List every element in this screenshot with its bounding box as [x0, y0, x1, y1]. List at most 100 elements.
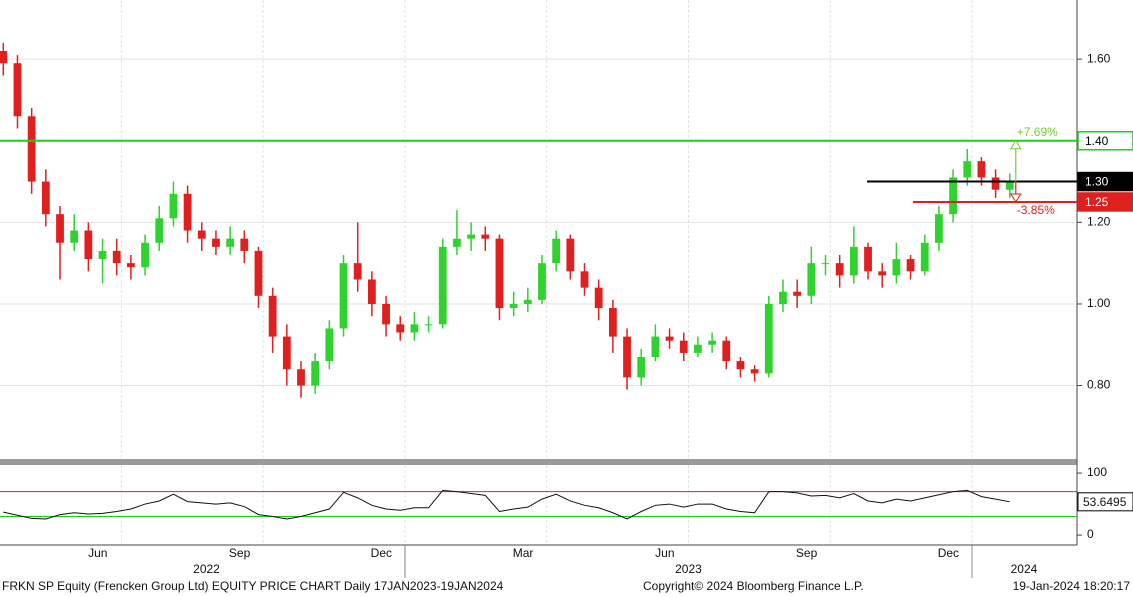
candle-body	[353, 263, 362, 280]
x-tick-label: Dec	[371, 546, 392, 560]
candle-body	[623, 336, 631, 378]
candle-body	[920, 242, 929, 272]
candle-body	[594, 287, 603, 309]
candle-body	[495, 238, 504, 309]
candle-body	[240, 238, 249, 251]
y-tick-label: 1.60	[1087, 51, 1111, 65]
annotation: -3.85%	[1017, 203, 1055, 217]
candle-body	[906, 259, 915, 272]
x-tick-label: Jun	[88, 546, 107, 560]
candle-body	[1005, 181, 1014, 190]
footer-left: FRKN SP Equity (Frencken Group Ltd) EQUI…	[2, 579, 504, 593]
candle-body	[566, 238, 575, 272]
last-value-box	[1077, 492, 1133, 512]
candle-body	[56, 214, 64, 243]
level-box	[1077, 192, 1133, 212]
candle-body	[438, 246, 447, 325]
candle-body	[297, 369, 305, 386]
panel-separator	[0, 459, 1077, 465]
candle-body	[141, 242, 149, 268]
candle-body	[27, 116, 36, 182]
candle-body	[226, 238, 235, 247]
candle-body	[679, 340, 688, 353]
candle-body	[736, 361, 745, 370]
level-label: 1.40	[1085, 134, 1109, 148]
candle-body	[977, 161, 986, 178]
candle-body	[523, 299, 532, 304]
candle-body	[963, 161, 972, 178]
candle-body	[410, 324, 419, 333]
candle-body	[212, 238, 220, 247]
candle-body	[155, 218, 164, 243]
candle-body	[864, 246, 872, 272]
candle-body	[708, 340, 716, 345]
candle-body	[779, 291, 787, 304]
candle-body	[41, 181, 50, 215]
annotation: +7.69%	[1017, 125, 1058, 139]
candle-body	[608, 308, 617, 337]
candle-body	[197, 230, 206, 239]
candle-body	[637, 357, 646, 378]
candle-body	[382, 303, 390, 325]
candle-body	[367, 279, 376, 304]
candle-body	[268, 295, 277, 337]
level-label: 1.25	[1085, 195, 1109, 209]
candle-body	[254, 250, 263, 296]
candle-body	[651, 336, 660, 357]
x-tick-label: Sep	[796, 546, 818, 560]
candle-body	[991, 177, 1000, 190]
candle-body	[538, 263, 546, 300]
candle-body	[580, 271, 589, 288]
footer-right: 19-Jan-2024 18:20:17	[1013, 579, 1131, 593]
y-tick-label: 1.20	[1087, 215, 1111, 229]
candle-body	[183, 193, 192, 231]
year-label: 2022	[193, 562, 220, 576]
candle-body	[552, 238, 561, 264]
candle-body	[878, 271, 887, 276]
candle-body	[84, 230, 93, 260]
candle-body	[722, 340, 731, 362]
candle-body	[750, 369, 759, 374]
candle-body	[509, 303, 518, 309]
x-tick-label: Dec	[938, 546, 959, 560]
year-label: 2023	[675, 562, 702, 576]
level-box	[1077, 131, 1133, 151]
candle-body	[821, 263, 830, 265]
x-tick-label: Mar	[513, 546, 534, 560]
candle-body	[112, 250, 121, 264]
candle-body	[665, 336, 674, 341]
level-label: 1.30	[1085, 175, 1109, 189]
x-tick-label: Sep	[229, 546, 251, 560]
level-box	[1077, 171, 1133, 192]
candle-body	[949, 177, 957, 215]
candle-body	[793, 291, 802, 296]
y-tick-label: 1.00	[1087, 296, 1111, 310]
y-tick-label: 100	[1087, 465, 1107, 479]
year-label: 2024	[1011, 562, 1038, 576]
arrow-up-head	[1009, 139, 1022, 150]
candle-body	[282, 336, 291, 370]
candle-body	[13, 63, 22, 117]
candle-body	[467, 234, 476, 239]
candle-body	[325, 328, 334, 362]
candle-body	[892, 259, 901, 276]
candle-body	[169, 193, 178, 219]
candle-body	[849, 246, 858, 276]
candle-body	[694, 344, 702, 353]
arrow-down-head	[1009, 193, 1022, 203]
candle-body	[764, 303, 773, 374]
candle-body	[70, 230, 79, 243]
y-tick-label: 0.80	[1087, 378, 1111, 392]
footer-center: Copyright© 2024 Bloomberg Finance L.P.	[643, 579, 864, 593]
candle-body	[98, 250, 107, 260]
rsi-line	[3, 489, 1010, 520]
last-value-label: 53.6495	[1083, 495, 1127, 509]
candle-body	[935, 214, 943, 243]
candle-body	[126, 263, 135, 268]
candle-body	[396, 324, 405, 333]
y-tick-label: 0	[1087, 527, 1094, 541]
candle-body	[0, 51, 8, 64]
candle-body	[424, 324, 433, 326]
